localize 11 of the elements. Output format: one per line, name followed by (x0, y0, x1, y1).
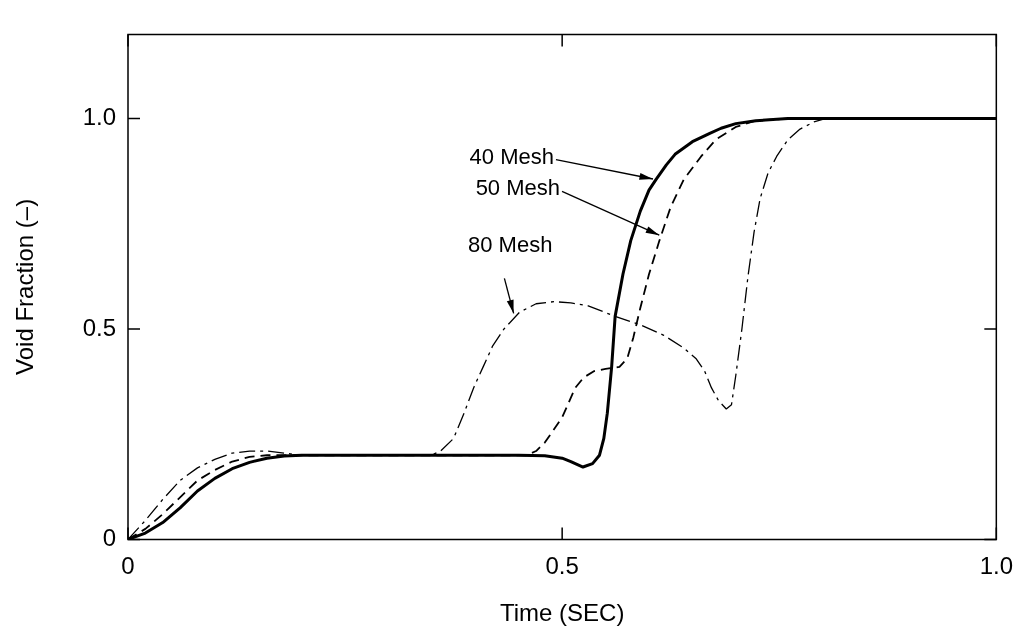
x-tick-label: 1.0 (979, 552, 1014, 580)
x-tick-label: 0 (121, 552, 135, 580)
x-axis-title: Time (SEC) (499, 599, 625, 627)
x-tick-label: 0.5 (545, 552, 579, 580)
annotation: 50 Mesh (475, 175, 561, 201)
y-tick-label: 0 (102, 524, 116, 552)
y-axis-title: Void Fraction (–) (11, 198, 39, 375)
annotation: 80 Mesh (468, 232, 553, 258)
y-tick-label: 1.0 (82, 103, 116, 131)
annotation: 40 Mesh (469, 143, 554, 169)
y-tick-label: 0.5 (82, 313, 116, 341)
